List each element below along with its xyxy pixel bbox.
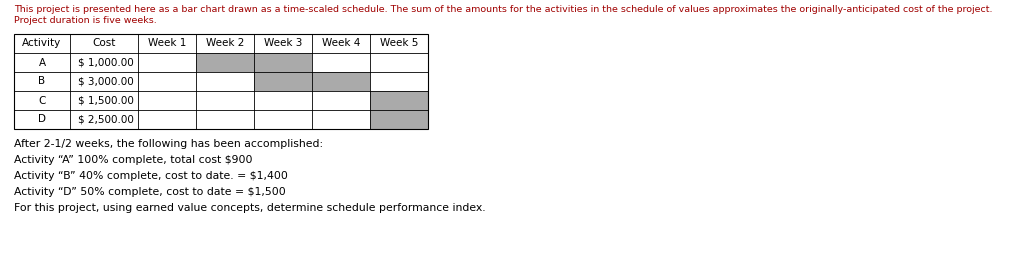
Bar bbox=[254, 53, 312, 72]
Text: $ 1,000.00: $ 1,000.00 bbox=[78, 58, 134, 68]
Text: $ 1,500.00: $ 1,500.00 bbox=[78, 95, 134, 105]
Text: D: D bbox=[38, 114, 46, 124]
Text: Activity “B” 40% complete, cost to date. = $1,400: Activity “B” 40% complete, cost to date.… bbox=[14, 171, 288, 181]
Text: Cost: Cost bbox=[92, 38, 116, 48]
Text: Activity “D” 50% complete, cost to date = $1,500: Activity “D” 50% complete, cost to date … bbox=[14, 187, 286, 197]
Bar bbox=[196, 53, 254, 72]
Bar bbox=[14, 34, 428, 129]
Bar bbox=[370, 110, 428, 129]
Bar bbox=[312, 72, 370, 91]
Text: Week 3: Week 3 bbox=[264, 38, 302, 48]
Text: $ 3,000.00: $ 3,000.00 bbox=[78, 77, 134, 87]
Text: A: A bbox=[39, 58, 45, 68]
Bar bbox=[254, 72, 312, 91]
Text: After 2-1/2 weeks, the following has been accomplished:: After 2-1/2 weeks, the following has bee… bbox=[14, 139, 324, 149]
Text: Week 2: Week 2 bbox=[206, 38, 244, 48]
Text: Activity: Activity bbox=[23, 38, 61, 48]
Text: C: C bbox=[38, 95, 46, 105]
Bar bbox=[370, 91, 428, 110]
Text: Week 5: Week 5 bbox=[380, 38, 418, 48]
Text: $ 2,500.00: $ 2,500.00 bbox=[78, 114, 134, 124]
Text: Activity “A” 100% complete, total cost $900: Activity “A” 100% complete, total cost $… bbox=[14, 155, 253, 165]
Text: This project is presented here as a bar chart drawn as a time-scaled schedule. T: This project is presented here as a bar … bbox=[14, 5, 992, 14]
Text: Week 4: Week 4 bbox=[322, 38, 360, 48]
Text: For this project, using earned value concepts, determine schedule performance in: For this project, using earned value con… bbox=[14, 203, 485, 213]
Text: Project duration is five weeks.: Project duration is five weeks. bbox=[14, 16, 157, 25]
Text: B: B bbox=[39, 77, 45, 87]
Text: Week 1: Week 1 bbox=[147, 38, 186, 48]
